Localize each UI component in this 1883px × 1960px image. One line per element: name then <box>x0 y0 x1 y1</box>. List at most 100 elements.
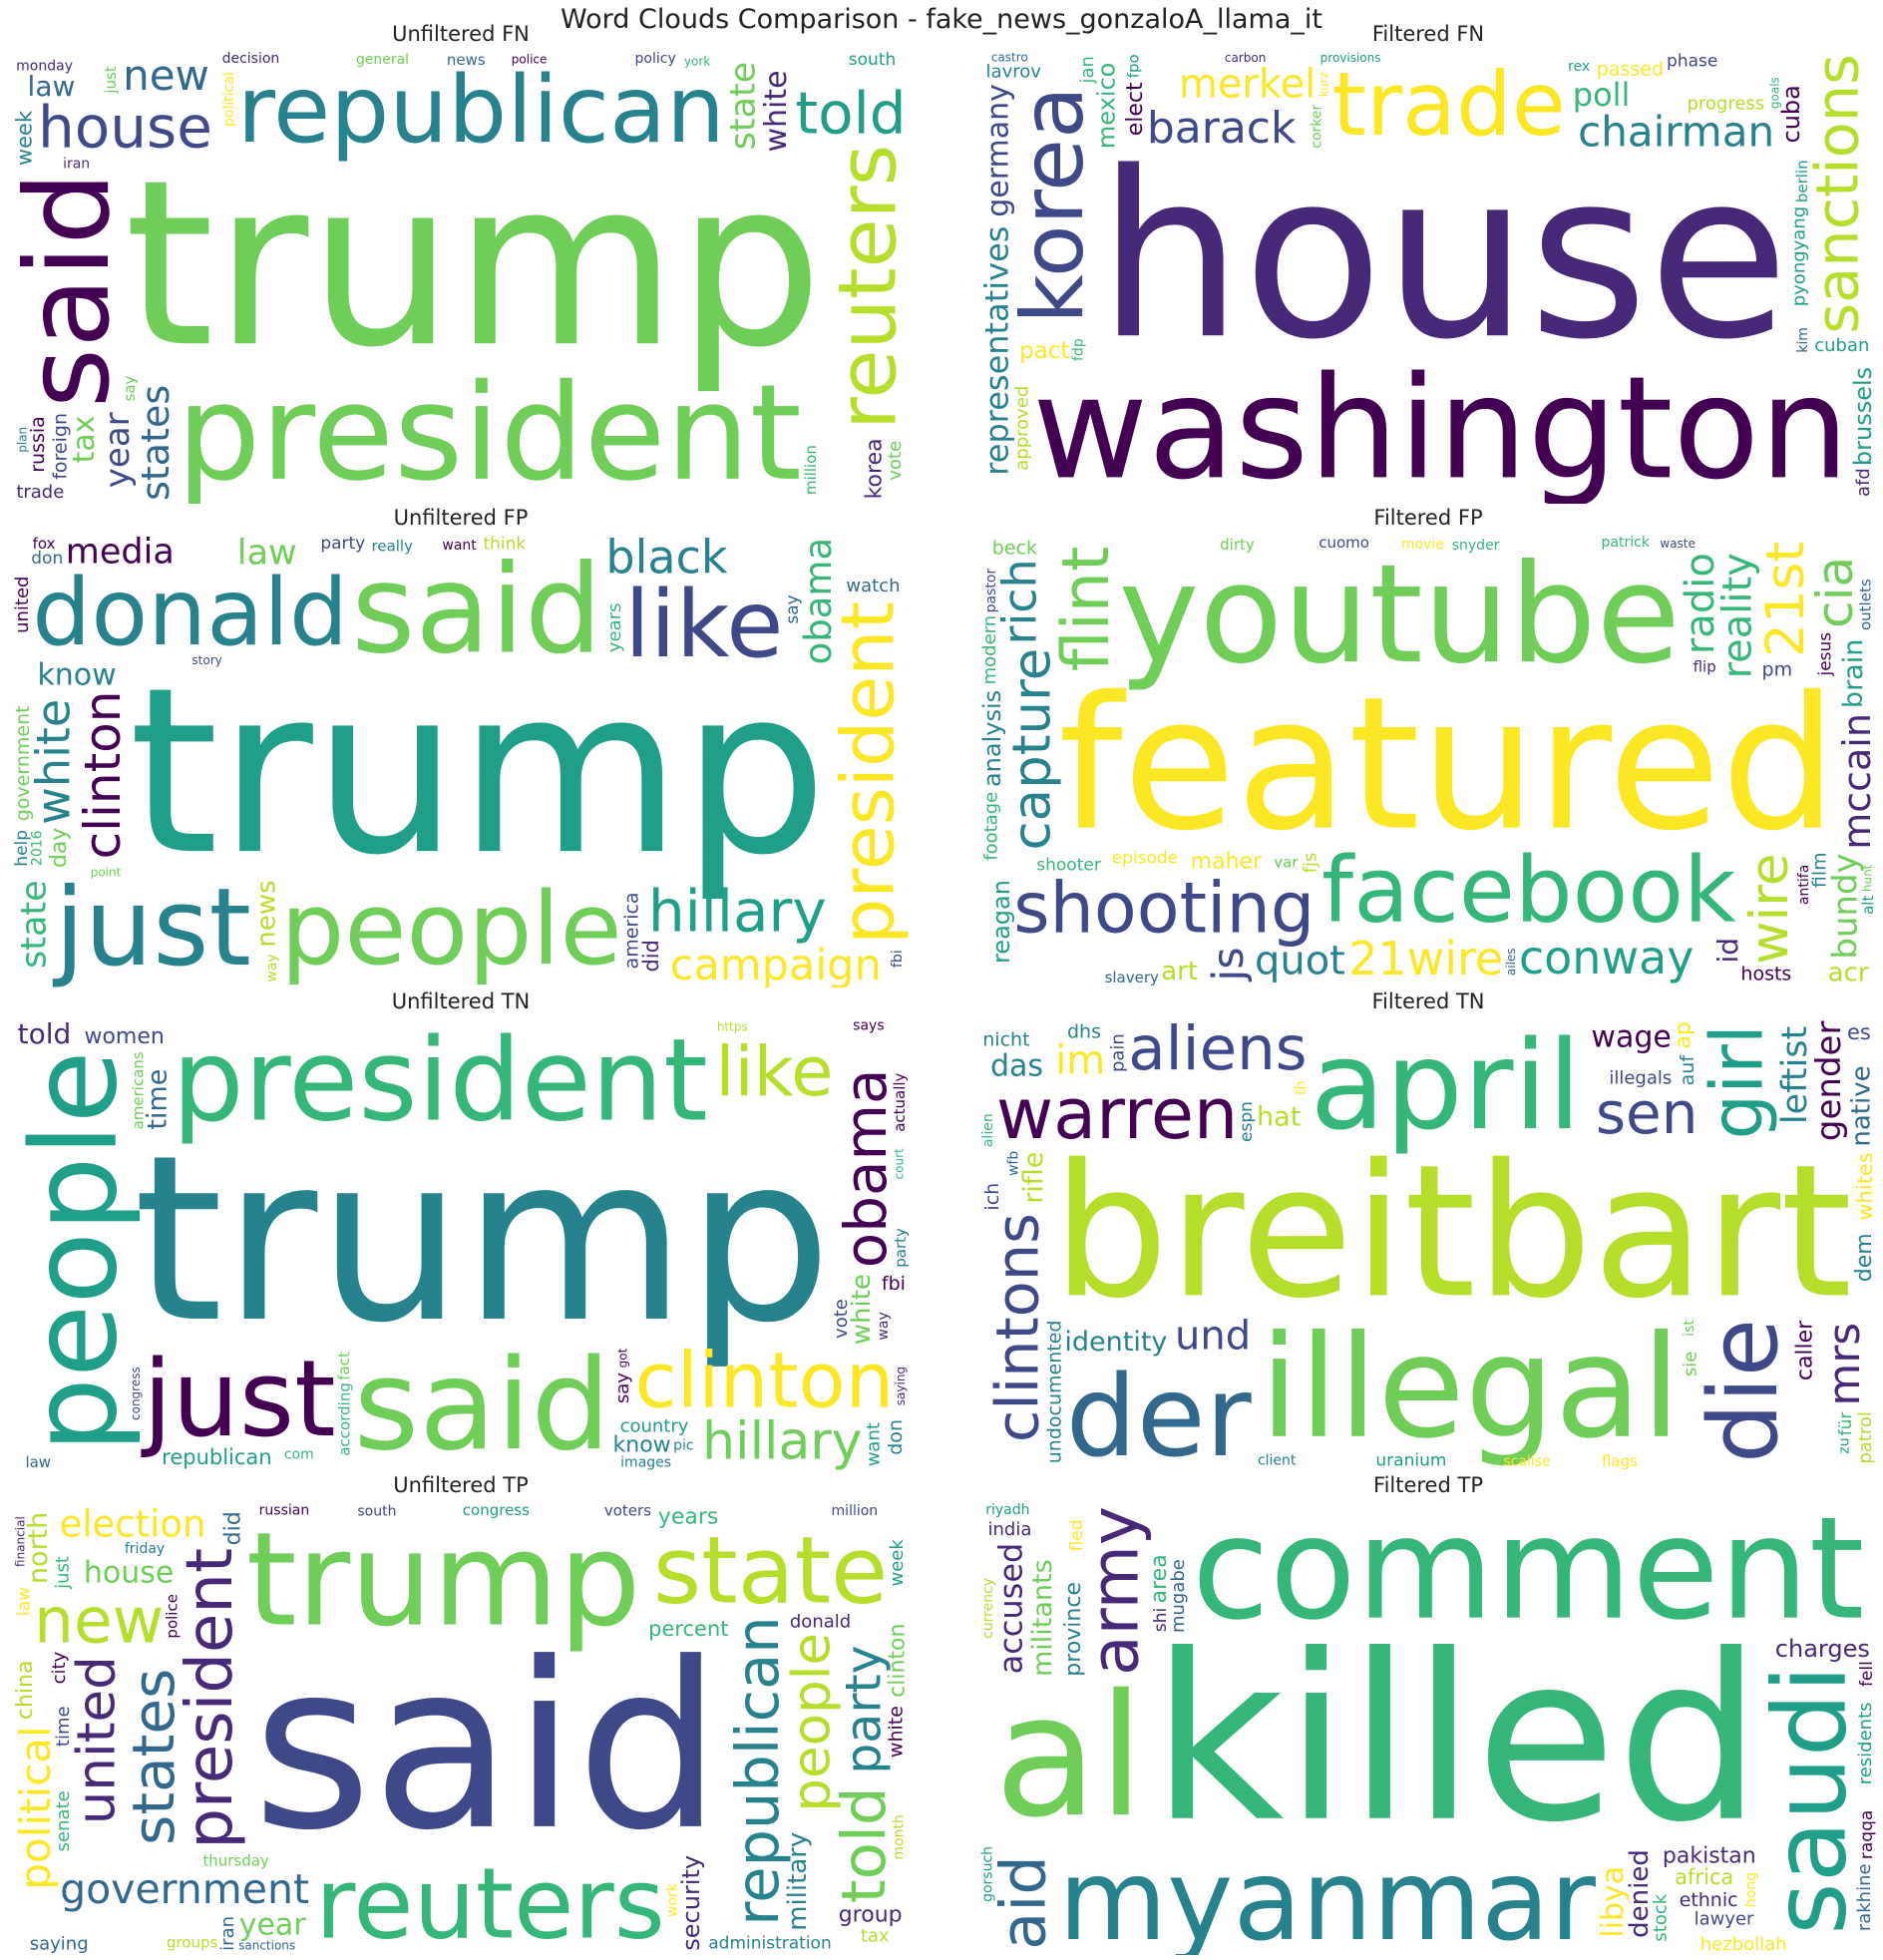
word-label: told <box>829 1786 900 1903</box>
word-label: america <box>621 892 643 969</box>
word-label: js <box>1204 947 1254 981</box>
word-label: party <box>892 1228 910 1268</box>
word-label: group <box>839 1903 903 1928</box>
word-label: mccain <box>1835 713 1877 850</box>
word-label: wfb <box>1005 1151 1021 1176</box>
word-label: party <box>320 534 365 554</box>
word-label: alien <box>980 1113 996 1147</box>
word-label: fbi <box>882 1273 906 1295</box>
word-label: obama <box>832 1068 900 1268</box>
panel-title: Unfiltered FP <box>393 506 529 530</box>
word-label: aid <box>986 1855 1059 1950</box>
word-label: plan <box>15 427 29 453</box>
word-label: whites <box>1853 1152 1877 1220</box>
wordcloud: featured facebook youtube shooting capture re… <box>979 534 1877 987</box>
word-label: vote <box>831 1299 852 1339</box>
word-label: movie <box>1401 537 1444 553</box>
word-label: wage <box>1591 1019 1671 1054</box>
wordcloud-panel-filtered-fp: Filtered FP featured facebook youtube shoot… <box>979 504 1877 987</box>
word-label: film <box>1809 852 1831 888</box>
word-label: korea <box>1003 86 1103 323</box>
panel-title: Unfiltered TN <box>391 989 531 1013</box>
word-label: election <box>59 1502 205 1545</box>
word-label: episode <box>1112 849 1178 869</box>
word-label: passed <box>1597 58 1664 80</box>
word-label: fled <box>1067 1519 1087 1551</box>
wordcloud: house washington trade korea sanctions repres… <box>979 50 1877 504</box>
word-label: dem <box>1852 1233 1877 1282</box>
word-label: just <box>102 66 120 94</box>
word-label: years <box>658 1504 719 1529</box>
word-label: trade <box>1331 53 1566 156</box>
word-label: week <box>12 110 36 166</box>
word-label: house <box>84 1556 174 1591</box>
word-label: rakhine <box>1854 1863 1875 1931</box>
word-label: saudi <box>1751 1665 1869 1935</box>
word-label: house <box>38 93 212 161</box>
word-label: donald <box>790 1611 851 1632</box>
word-label: know <box>37 658 116 693</box>
word-label: said <box>353 1332 610 1471</box>
word-label: espn <box>1237 1101 1257 1142</box>
word-label: story <box>191 653 221 667</box>
word-label: voters <box>604 1502 651 1520</box>
word-label: black <box>605 534 727 584</box>
word-label: pastor <box>983 569 999 613</box>
word-label: media <box>66 534 175 573</box>
word-label: cuomo <box>1318 534 1369 552</box>
word-label: says <box>853 1018 884 1034</box>
word-label: united <box>12 577 33 633</box>
word-label: africa <box>1675 1865 1733 1889</box>
panel-title: Unfiltered TP <box>393 1473 529 1497</box>
word-label: told <box>18 1017 72 1050</box>
word-label: merkel <box>1179 62 1316 108</box>
word-label: government <box>60 1865 309 1913</box>
word-label: cuban <box>1814 335 1869 356</box>
word-label: news <box>252 880 282 947</box>
word-label: riyadh <box>985 1502 1029 1518</box>
word-label: year <box>239 1908 307 1943</box>
word-label: leftist <box>1775 1026 1815 1124</box>
word-label: americans <box>129 1051 147 1129</box>
word-label: president <box>172 1017 707 1146</box>
word-label: jan <box>1077 56 1098 84</box>
word-label: year <box>98 412 138 488</box>
word-label: clinton <box>634 1337 894 1425</box>
word-label: obama <box>797 538 840 665</box>
word-label: people <box>781 1633 842 1812</box>
word-label: sanctions <box>1803 54 1872 333</box>
word-label: vote <box>885 441 906 481</box>
word-label: slavery <box>1105 969 1159 986</box>
word-label: april <box>1310 1017 1581 1158</box>
word-label: mugabe <box>1168 1559 1189 1633</box>
word-label: alt <box>1859 896 1877 915</box>
word-label: cia <box>1806 557 1864 628</box>
word-label: analysis <box>979 690 1006 787</box>
word-label: army <box>1077 1506 1154 1676</box>
word-label: actually <box>891 1072 909 1131</box>
word-label: elect <box>1123 82 1148 136</box>
word-label: women <box>84 1024 164 1049</box>
word-label: people <box>12 1050 145 1452</box>
word-label: aliens <box>1128 1017 1307 1084</box>
word-label: cuba <box>1777 85 1805 143</box>
word-label: progress <box>1687 94 1764 115</box>
word-label: 21st <box>1755 542 1816 657</box>
wordcloud-panel-unfiltered-tp: Unfiltered TP said trump reuters government… <box>12 1471 910 1955</box>
word-label: percent <box>648 1617 728 1641</box>
word-label: fbi <box>890 950 906 968</box>
word-label: north <box>23 1512 54 1584</box>
word-label: say <box>612 1372 633 1403</box>
word-label: don <box>885 1419 907 1455</box>
word-label: white <box>847 1274 877 1345</box>
word-label: libya <box>1596 1866 1631 1938</box>
word-label: sie <box>1681 1352 1701 1376</box>
word-label: month <box>892 1814 908 1859</box>
word-label: state <box>14 880 54 969</box>
word-label: general <box>356 52 409 68</box>
word-label: rich <box>993 559 1047 644</box>
word-label: illegal <box>1260 1306 1681 1470</box>
word-label: brain <box>1838 639 1869 708</box>
word-label: news <box>447 51 486 69</box>
word-label: like <box>624 571 783 678</box>
